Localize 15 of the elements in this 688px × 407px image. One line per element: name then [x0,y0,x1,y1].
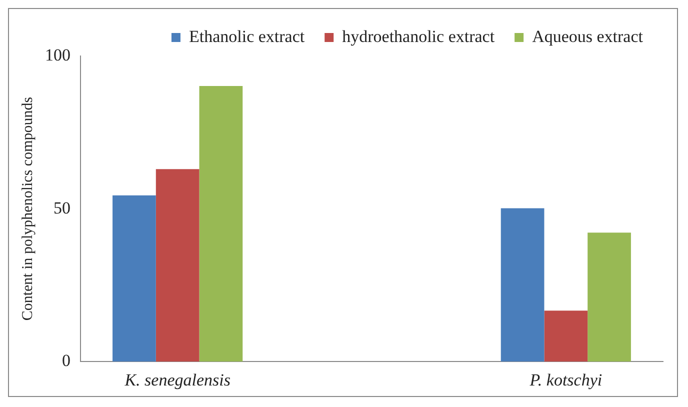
y-tick-label: 0 [62,351,70,370]
legend-label: Ethanolic extract [188,26,305,46]
bar [588,232,631,362]
legend-label: hydroethanolic extract [342,26,495,46]
x-tick-label: K. senegalensis [124,370,231,390]
legend-label: Aqueous extract [532,26,644,46]
bar [544,310,588,362]
bar [156,169,200,362]
bar [500,208,544,362]
bar [199,86,243,362]
x-tick-label: P. kotschyi [528,370,602,390]
y-tick-label: 100 [45,45,70,64]
y-axis-title: Content in polyphenolics compounds [20,96,36,321]
bar [112,195,156,362]
y-tick-label: 50 [54,198,70,218]
